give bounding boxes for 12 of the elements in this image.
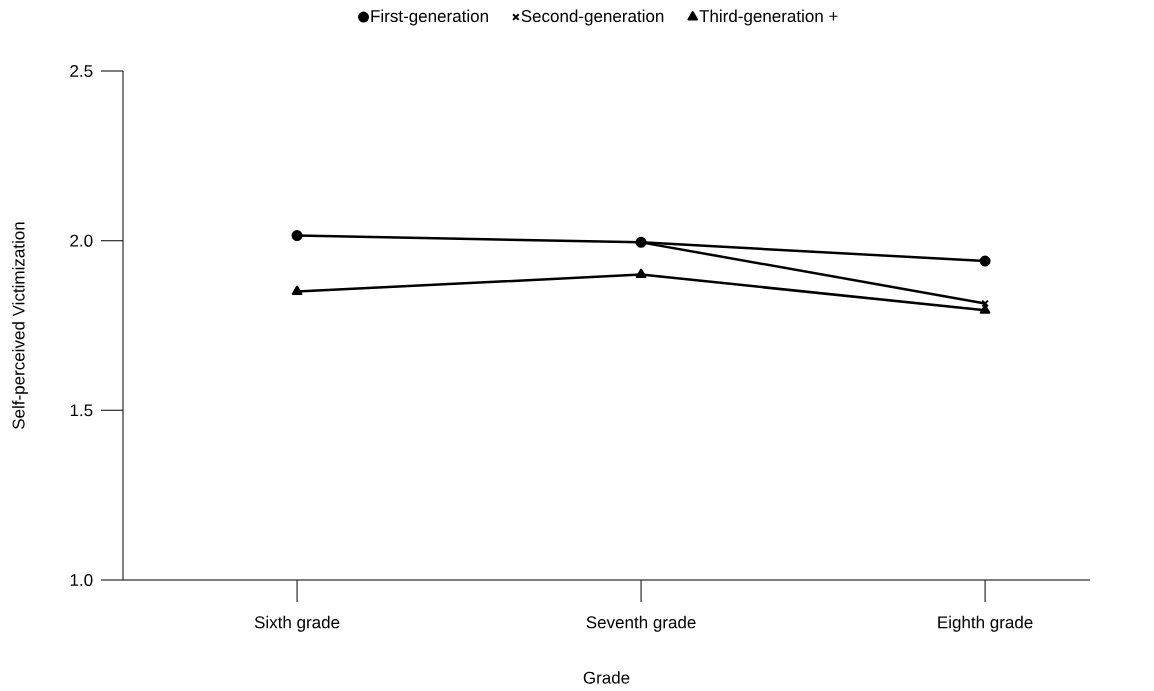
x-axis-title: Grade [583,671,630,684]
y-tick-label: 1.0 [70,573,93,587]
y-axis-title: Self-perceived Victimization [12,222,28,429]
x-tick-label: Sixth grade [254,615,340,632]
legend-label: Third-generation + [699,9,838,26]
y-tick-label: 2.5 [70,64,93,78]
legend-label: First-generation [371,9,488,26]
x-tick-label: Seventh grade [586,615,696,632]
legend-label: Second-generation [521,9,664,26]
y-tick-label: 2.0 [70,234,93,247]
x-tick-label: Eighth grade [938,615,1033,632]
y-tick-label: 1.5 [70,404,93,417]
